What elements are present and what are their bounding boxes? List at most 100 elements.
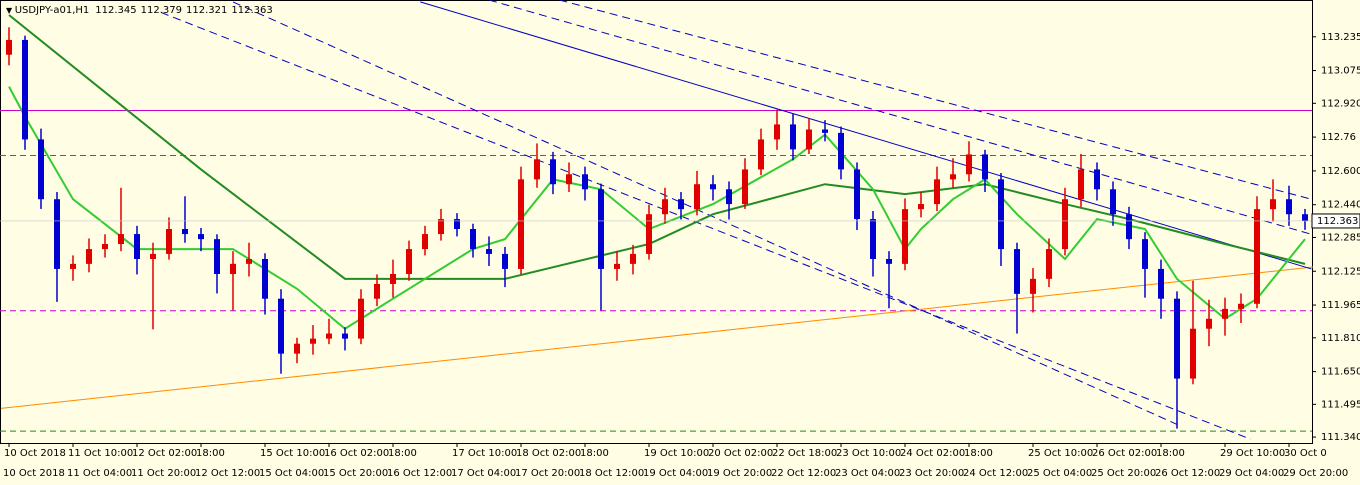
- candle-body: [966, 154, 972, 175]
- candle-body: [358, 298, 364, 339]
- candle-body: [774, 124, 780, 140]
- candle-body: [678, 199, 684, 210]
- candle-body: [342, 333, 348, 339]
- x-tick-label: 15 Oct 20:00: [323, 468, 388, 479]
- candle-body: [278, 298, 284, 354]
- x-tick-label: 18:00: [388, 448, 417, 459]
- candle-body: [454, 219, 460, 229]
- candle-body: [166, 228, 172, 254]
- candle-body: [918, 204, 924, 210]
- candle-body: [182, 228, 188, 235]
- candle-body: [102, 243, 108, 250]
- chart-header: ▼ USDJPY-a01,H1 112.345 112.379 112.321 112.…: [6, 5, 273, 16]
- x-tick-label: 17 Oct 20:00: [515, 468, 580, 479]
- x-tick-label: 11 Oct 04:00: [67, 468, 132, 479]
- x-tick-label: 18:00: [1156, 448, 1185, 459]
- candle-body: [614, 263, 620, 269]
- candle-body: [598, 189, 604, 269]
- candle-body: [566, 174, 572, 185]
- x-tick-label: 19 Oct 04:00: [643, 468, 708, 479]
- candle-body: [38, 139, 44, 200]
- header-low: 112.321: [186, 5, 227, 16]
- plot-area: [0, 0, 1314, 440]
- candle-body: [1142, 239, 1148, 269]
- candle-body: [630, 253, 636, 264]
- trendline: [0, 266, 1314, 409]
- y-tick-label: 112.285: [1321, 232, 1360, 243]
- candle-body: [294, 343, 300, 354]
- x-tick-label: 17 Oct 04:00: [451, 468, 516, 479]
- candle-body: [694, 184, 700, 210]
- candle-body: [838, 132, 844, 170]
- x-tick-label: 10 Oct 2018: [3, 468, 65, 479]
- candle-body: [326, 333, 332, 339]
- candle-body: [1078, 169, 1084, 200]
- candle-body: [790, 124, 796, 150]
- candle-body: [246, 258, 252, 264]
- candle-body: [1254, 209, 1260, 304]
- candle-body: [758, 139, 764, 170]
- candle-body: [854, 169, 860, 220]
- candle-body: [822, 129, 828, 133]
- candle-body: [934, 179, 940, 205]
- last-price-box: [1311, 213, 1360, 229]
- y-tick-label: 113.235: [1321, 32, 1360, 43]
- y-tick-label: 112.76: [1321, 132, 1356, 143]
- y-tick-label: 113.075: [1321, 66, 1360, 77]
- x-tick-label: 25 Oct 10:00: [1028, 448, 1093, 459]
- candle-body: [470, 228, 476, 250]
- candle-body: [1030, 278, 1036, 294]
- candle-body: [422, 234, 428, 250]
- candle-body: [1158, 268, 1164, 299]
- candle-body: [230, 263, 236, 274]
- x-tick-label: 29 Oct 20:00: [1283, 468, 1348, 479]
- candle-body: [1270, 199, 1276, 210]
- x-tick-label: 26 Oct 12:00: [1155, 468, 1220, 479]
- x-tick-label: 20 Oct 02:00: [708, 448, 773, 459]
- y-tick-label: 112.440: [1321, 200, 1360, 211]
- candle-body: [870, 219, 876, 259]
- candle-body: [134, 234, 140, 259]
- candle-body: [1206, 318, 1212, 329]
- candle-body: [70, 263, 76, 269]
- candle-body: [1238, 303, 1244, 309]
- candle-body: [902, 209, 908, 264]
- y-tick-label: 112.125: [1321, 266, 1360, 277]
- candle-body: [662, 199, 668, 215]
- x-tick-label: 18:00: [580, 448, 609, 459]
- candle-body: [806, 129, 812, 150]
- candle-body: [198, 234, 204, 240]
- y-tick-label: 112.920: [1321, 98, 1360, 109]
- y-tick-label: 111.495: [1321, 399, 1360, 410]
- x-tick-label: 15 Oct 04:00: [259, 468, 324, 479]
- candle-body: [54, 199, 60, 269]
- candle-body: [1094, 169, 1100, 190]
- candle-body: [726, 189, 732, 205]
- candle-body: [118, 234, 124, 244]
- candle-body: [582, 174, 588, 190]
- candle-body: [1110, 189, 1116, 215]
- candle-body: [950, 174, 956, 180]
- y-tick-label: 111.810: [1321, 333, 1360, 344]
- candle-body: [982, 154, 988, 180]
- candle-body: [86, 249, 92, 264]
- collapse-icon: ▼: [6, 6, 15, 15]
- candle-body: [6, 39, 12, 55]
- x-tick-label: 26 Oct 02:00: [1092, 448, 1157, 459]
- x-tick-label: 19 Oct 10:00: [644, 448, 709, 459]
- x-tick-label: 12 Oct 02:00: [132, 448, 197, 459]
- x-tick-label: 29 Oct 04:00: [1219, 468, 1284, 479]
- y-tick-label: 111.340: [1321, 432, 1360, 443]
- trendline: [160, 11, 1251, 440]
- candle-body: [646, 214, 652, 254]
- last-price-label: 112.363: [1317, 216, 1358, 227]
- trendline: [232, 1, 1178, 425]
- x-tick-label: 10 Oct 2018: [4, 448, 66, 459]
- candle-body: [374, 283, 380, 299]
- x-tick-label: 18:00: [196, 448, 225, 459]
- x-tick-label: 12 Oct 12:00: [195, 468, 260, 479]
- header-high: 112.379: [141, 5, 182, 16]
- candle-body: [310, 338, 316, 344]
